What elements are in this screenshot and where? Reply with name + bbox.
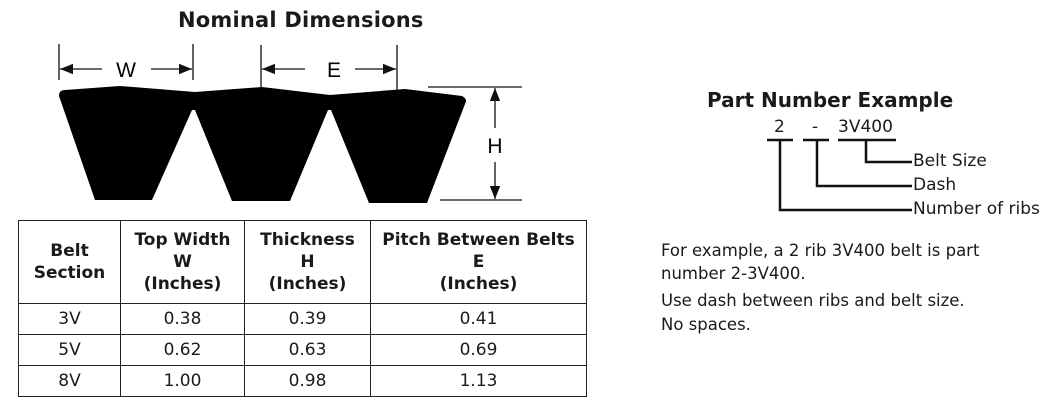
diagram-title: Nominal Dimensions (178, 8, 424, 32)
e-label: E (327, 59, 341, 82)
table-header-row: Belt Section Top Width W (Inches) Thickness… (18, 220, 587, 304)
table-row: 8V 1.00 0.98 1.13 (18, 365, 587, 397)
note-line: number 2-3V400. (661, 264, 806, 283)
h-label: H (487, 135, 502, 158)
part-number-title: Part Number Example (707, 88, 954, 112)
dimensions-table: Belt Section Top Width W (Inches) Thickness… (18, 220, 587, 397)
table-row: 3V 0.38 0.39 0.41 (18, 303, 587, 335)
table-row: 5V 0.62 0.63 0.69 (18, 334, 587, 366)
belt-shape (59, 86, 466, 203)
w-label: W (116, 59, 136, 82)
label-ribs: Number of ribs (913, 199, 1040, 219)
note-line: For example, a 2 rib 3V400 belt is part (661, 241, 980, 260)
label-dash: Dash (913, 175, 957, 195)
label-belt-size: Belt Size (913, 151, 987, 171)
note-line: No spaces. (661, 315, 751, 334)
note-line: Use dash between ribs and belt size. (661, 291, 965, 310)
pn-size: 3V400 (838, 117, 893, 137)
pn-ribs: 2 (774, 117, 785, 137)
pn-dash: - (812, 117, 819, 137)
